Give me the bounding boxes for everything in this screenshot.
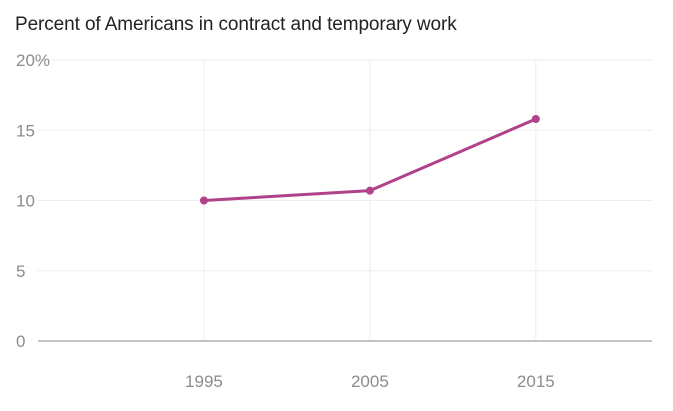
- y-tick-label: 15: [16, 121, 35, 140]
- x-tick-label: 1995: [185, 372, 223, 391]
- data-point: [531, 115, 540, 124]
- chart-title: Percent of Americans in contract and tem…: [15, 14, 457, 35]
- y-tick-label: 5: [16, 262, 25, 281]
- data-point: [365, 186, 374, 195]
- y-tick-label: 0: [16, 332, 25, 351]
- y-tick-label: 20%: [16, 51, 50, 70]
- grid-lines: [38, 59, 652, 341]
- y-tick-label: 10: [16, 192, 35, 211]
- x-tick-label: 2015: [517, 372, 555, 391]
- x-tick-label: 2005: [351, 372, 389, 391]
- series-layer: [199, 115, 540, 205]
- tick-labels: 0 5 10 15 20% 1995 2005 2015: [16, 51, 555, 391]
- data-point: [199, 196, 208, 205]
